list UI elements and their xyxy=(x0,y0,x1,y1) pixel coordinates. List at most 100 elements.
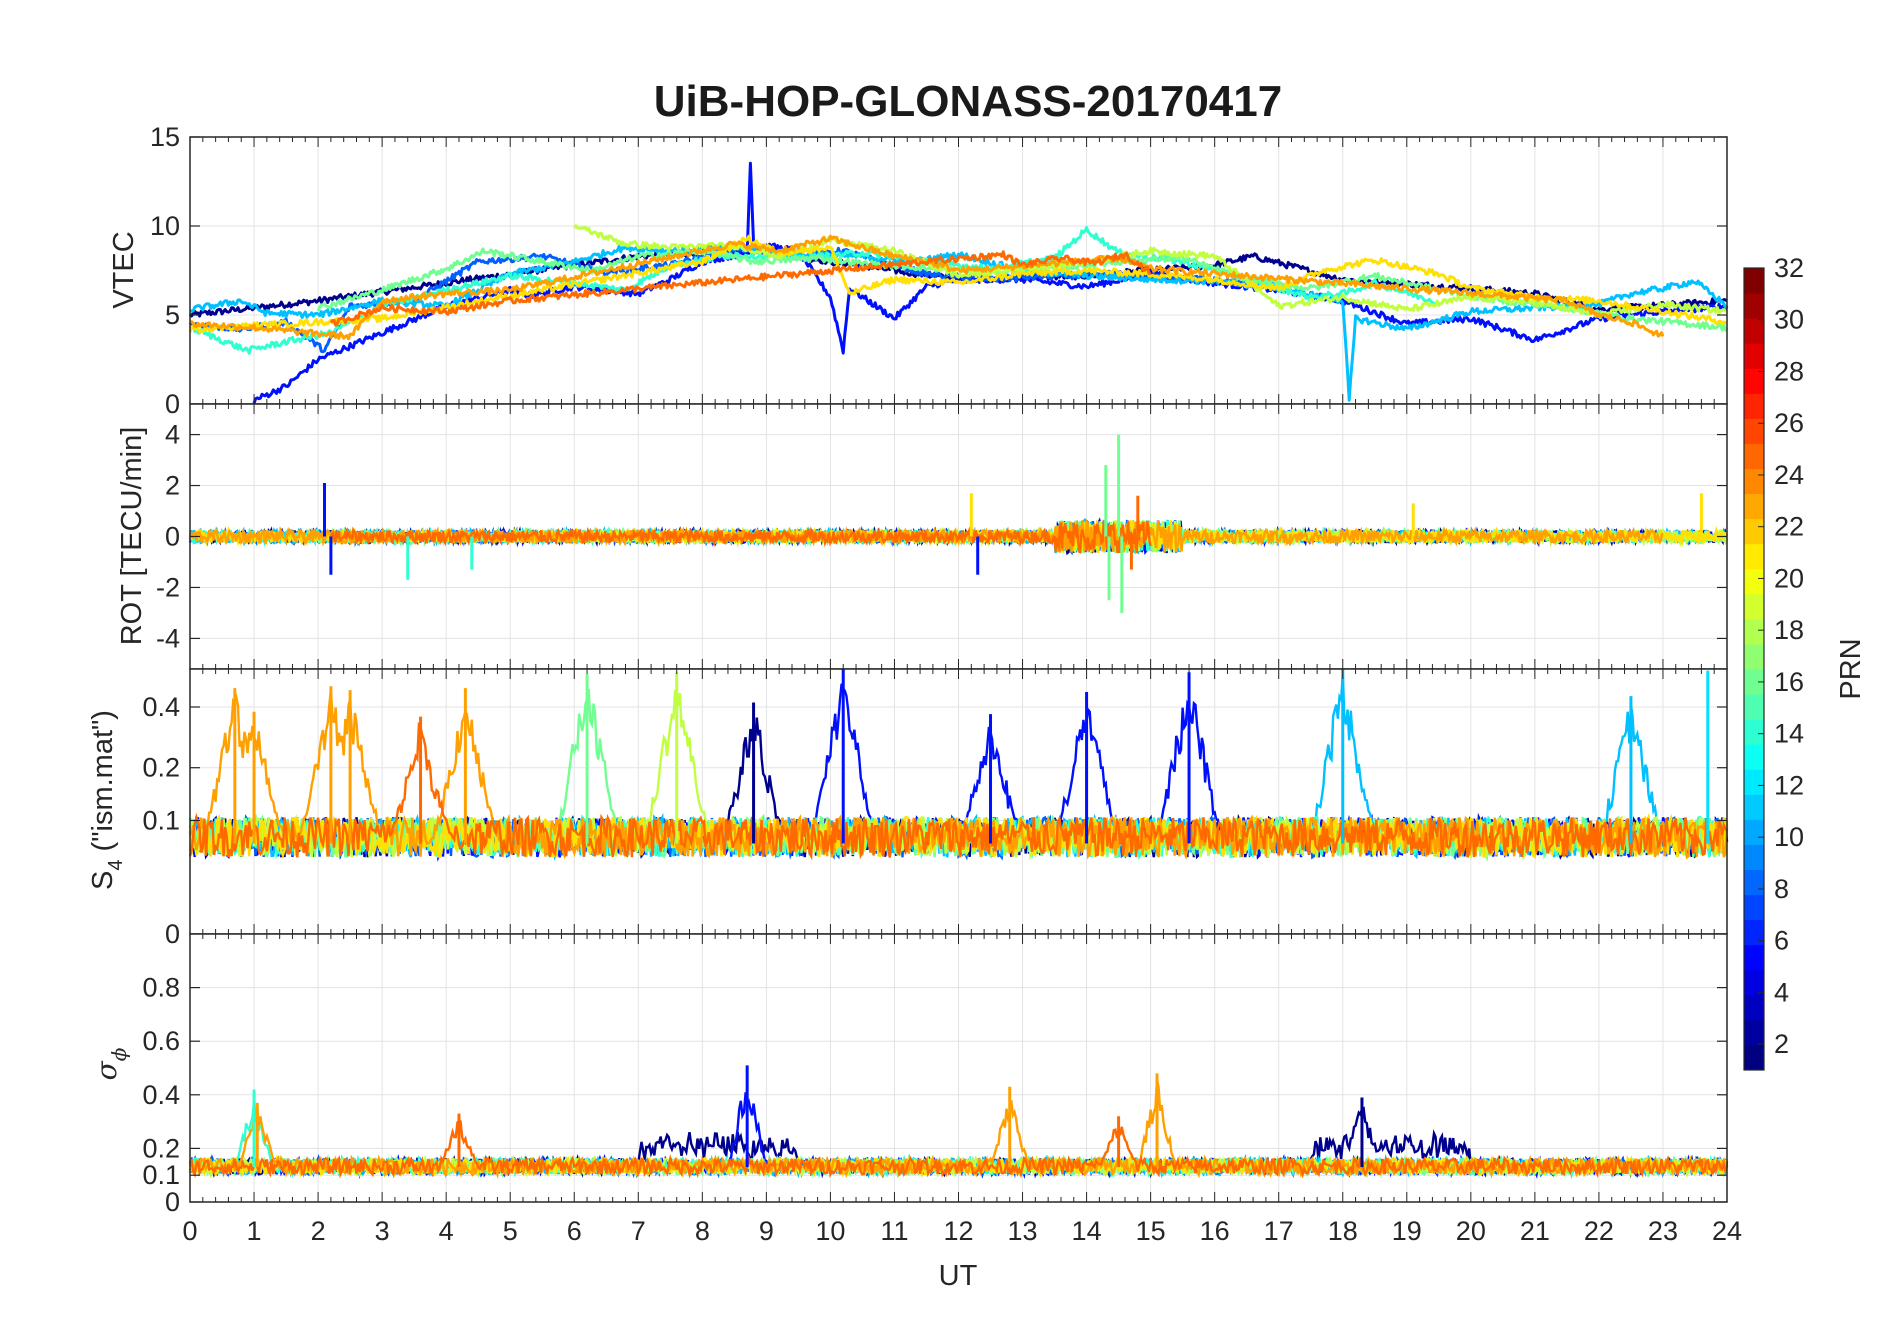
colorbar-tick-label: 28 xyxy=(1774,356,1804,386)
x-tick-label: 0 xyxy=(182,1216,197,1246)
y-tick-label: 10 xyxy=(150,211,180,241)
sigma-series-prn-24 xyxy=(189,1119,1729,1179)
colorbar-swatch xyxy=(1744,593,1764,620)
x-tick-label: 16 xyxy=(1200,1216,1230,1246)
y-tick-label: 0.8 xyxy=(142,973,180,1003)
colorbar-swatch xyxy=(1744,944,1764,971)
colorbar-tick-label: 14 xyxy=(1774,719,1804,749)
colorbar-swatch xyxy=(1744,293,1764,319)
colorbar-swatch xyxy=(1744,994,1764,1021)
colorbar-tick-label: 12 xyxy=(1774,770,1804,800)
x-tick-label: 12 xyxy=(943,1216,973,1246)
x-tick-label: 9 xyxy=(759,1216,774,1246)
colorbar-swatch xyxy=(1744,669,1764,695)
colorbar-swatch xyxy=(1744,794,1764,820)
y-tick-label: 0.1 xyxy=(142,1160,180,1190)
chart-title: UiB-HOP-GLONASS-20170417 xyxy=(654,77,1282,126)
colorbar-swatch xyxy=(1744,694,1764,720)
colorbar-swatches xyxy=(1744,268,1764,1071)
y-tick-label: 0.6 xyxy=(142,1026,180,1056)
colorbar-swatch xyxy=(1744,543,1764,570)
y-tick-label: 0.2 xyxy=(142,1133,180,1163)
y-tick-label: 0.2 xyxy=(142,753,180,783)
y-tick-label: 0.4 xyxy=(142,1080,180,1110)
s4-ylabel-text: S4 ("ism.mat") xyxy=(87,710,127,890)
colorbar-label: PRN xyxy=(1835,638,1867,699)
colorbar-swatch xyxy=(1744,744,1764,770)
y-tick-label: 4 xyxy=(165,420,180,450)
sigma-axes-frame xyxy=(189,933,1728,1203)
s4-series-prn-24 xyxy=(188,721,1729,861)
colorbar-swatch xyxy=(1744,368,1764,394)
colorbar-tick-label: 24 xyxy=(1774,460,1804,490)
s4-ticks: 0 0.1 0.2 0.4 xyxy=(142,669,1728,949)
x-axis-ticks: 0 1 2 3 4 5 6 7 8 9 10 11 12 13 14 15 16 17 18 19 20 21 22 23 24 xyxy=(182,1216,1742,1246)
vtec-ticks: 0 5 10 15 xyxy=(150,122,1728,419)
vtec-series-prn-24 xyxy=(329,250,1152,327)
vtec-series xyxy=(188,161,1729,404)
colorbar-tick-label: 30 xyxy=(1774,305,1804,335)
colorbar-swatch xyxy=(1744,894,1764,921)
y-tick-label: 0 xyxy=(165,919,180,949)
x-tick-label: 4 xyxy=(439,1216,454,1246)
rot-series xyxy=(188,434,1729,613)
colorbar-swatch xyxy=(1744,318,1764,344)
sigma-ylabel-text: σϕ xyxy=(90,1047,131,1080)
x-tick-label: 13 xyxy=(1008,1216,1038,1246)
x-tick-label: 3 xyxy=(375,1216,390,1246)
colorbar-swatch xyxy=(1744,518,1764,545)
colorbar-swatch xyxy=(1744,493,1764,520)
vtec-series-prn-20 xyxy=(188,234,1728,334)
colorbar-tick-label: 4 xyxy=(1774,977,1789,1007)
x-tick-label: 19 xyxy=(1392,1216,1422,1246)
colorbar-swatch xyxy=(1744,418,1764,444)
sigma-ticks: 00.10.2 0.4 0.6 0.8 xyxy=(142,934,1728,1217)
colorbar-tick-label: 8 xyxy=(1774,874,1789,904)
x-tick-label: 20 xyxy=(1456,1216,1486,1246)
y-tick-label: 5 xyxy=(165,300,180,330)
colorbar-swatch xyxy=(1744,844,1764,870)
x-tick-label: 14 xyxy=(1072,1216,1102,1246)
y-tick-label: 0.1 xyxy=(142,805,180,835)
x-tick-label: 24 xyxy=(1712,1216,1742,1246)
colorbar-tick-label: 16 xyxy=(1774,667,1804,697)
colorbar-swatch xyxy=(1744,268,1764,294)
colorbar-tick-label: 2 xyxy=(1774,1029,1789,1059)
colorbar-tick-label: 10 xyxy=(1774,822,1804,852)
y-tick-label: 0 xyxy=(165,522,180,552)
colorbar-swatch xyxy=(1744,468,1764,495)
colorbar-swatch xyxy=(1744,343,1764,369)
y-tick-label: -2 xyxy=(156,572,180,602)
panel-rot: -4 -2 0 2 4 ROT [TECU/min] xyxy=(116,403,1729,670)
x-tick-label: 6 xyxy=(567,1216,582,1246)
colorbar-tick-label: 18 xyxy=(1774,615,1804,645)
x-tick-label: 8 xyxy=(695,1216,710,1246)
vtec-ylabel: VTEC xyxy=(108,231,140,308)
x-tick-label: 11 xyxy=(880,1216,908,1246)
colorbar-swatch xyxy=(1744,568,1764,595)
x-tick-label: 7 xyxy=(631,1216,646,1246)
rot-ylabel: ROT [TECU/min] xyxy=(116,427,148,646)
x-tick-label: 15 xyxy=(1136,1216,1166,1246)
y-tick-label: 0 xyxy=(165,389,180,419)
rot-ticks: -4 -2 0 2 4 xyxy=(156,404,1728,669)
colorbar-swatch xyxy=(1744,819,1764,845)
x-tick-label: 21 xyxy=(1520,1216,1550,1246)
sigma-ylabel: σϕ xyxy=(90,1047,131,1080)
colorbar-swatch xyxy=(1744,643,1764,670)
x-tick-label: 22 xyxy=(1584,1216,1614,1246)
colorbar-swatch xyxy=(1744,769,1764,795)
colorbar-swatch xyxy=(1744,869,1764,896)
x-tick-label: 2 xyxy=(311,1216,326,1246)
y-tick-label: 2 xyxy=(165,471,180,501)
x-tick-label: 10 xyxy=(815,1216,845,1246)
colorbar-swatch xyxy=(1744,443,1764,469)
colorbar-swatch xyxy=(1744,393,1764,419)
colorbar-tick-label: 6 xyxy=(1774,926,1789,956)
x-axis-label: UT xyxy=(939,1260,978,1292)
x-tick-label: 17 xyxy=(1264,1216,1294,1246)
x-tick-label: 1 xyxy=(247,1216,262,1246)
